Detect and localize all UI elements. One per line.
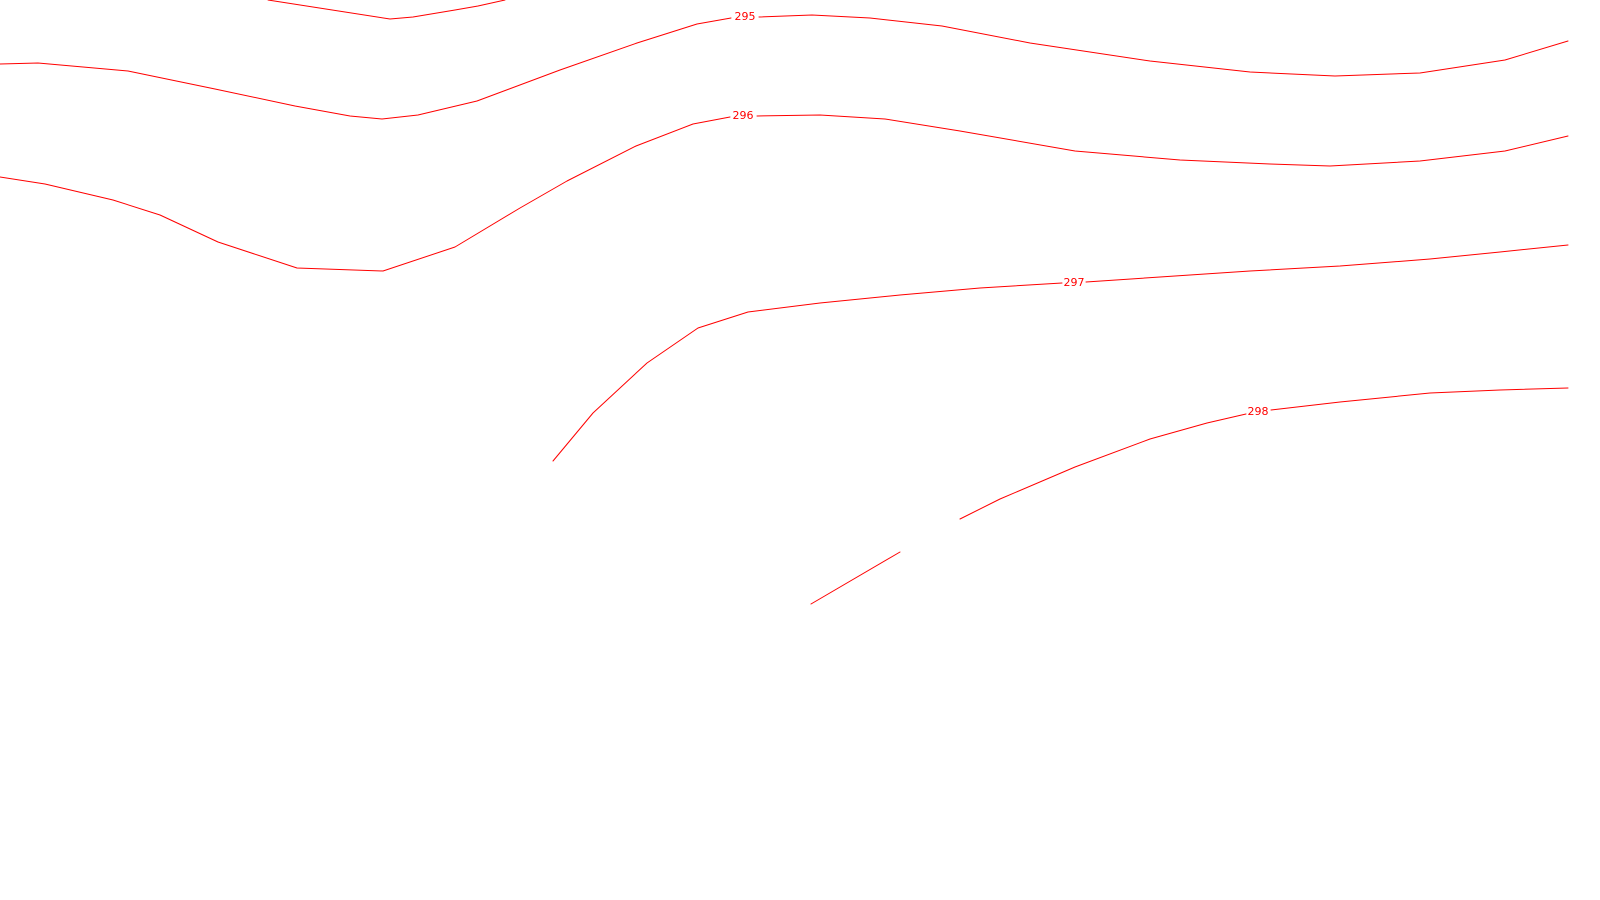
contour-296: 296 — [0, 109, 1569, 272]
contour-295: 295 — [0, 0, 1569, 120]
contour-298-lower-segment — [810, 551, 901, 605]
contour-297: 297 — [552, 244, 1569, 462]
contour-297-line-right — [1085, 244, 1569, 283]
contour-295-line-right — [758, 14, 1569, 77]
contour-295-line-left — [0, 17, 732, 120]
contour-295-label: 295 — [735, 10, 756, 23]
contour-296-label: 296 — [733, 109, 754, 122]
contour-298: 298 — [810, 387, 1569, 605]
contour-295-top-segment — [267, 0, 506, 20]
contour-298-label: 298 — [1248, 405, 1269, 418]
contour-296-line-left — [0, 116, 731, 272]
contour-298-line-left — [959, 413, 1247, 520]
contour-297-label: 297 — [1064, 276, 1085, 289]
contour-296-line-right — [756, 114, 1569, 167]
contour-298-line-right — [1270, 387, 1569, 411]
contour-297-line-left — [552, 282, 1063, 462]
